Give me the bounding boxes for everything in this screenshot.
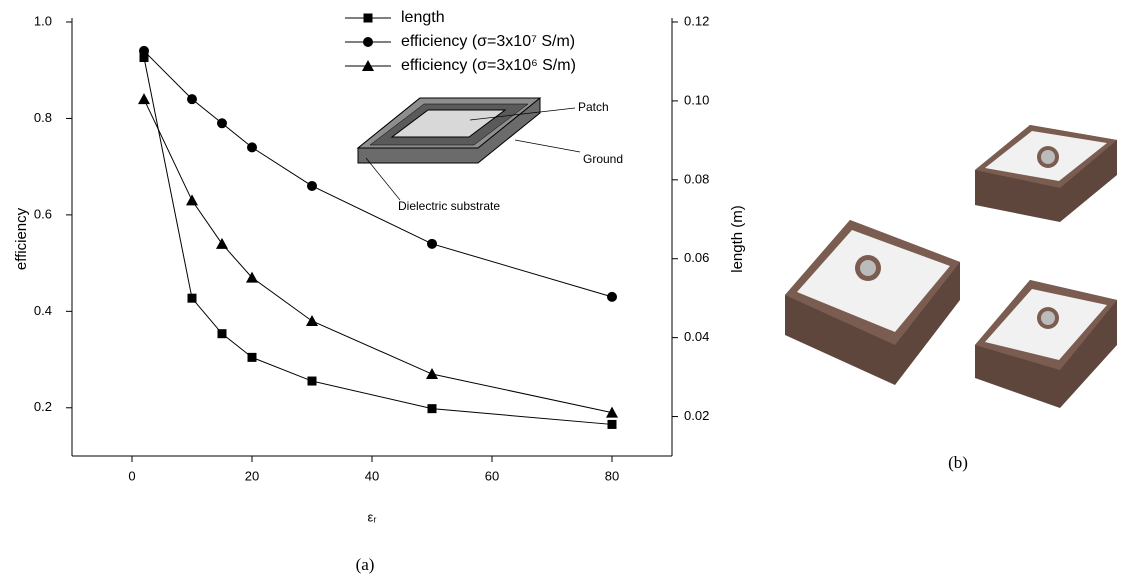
marker: [606, 406, 618, 418]
marker: [607, 291, 617, 302]
x-axis-label: εᵣ: [368, 509, 377, 524]
x-tick-label: 40: [365, 468, 379, 483]
caption: (a): [356, 555, 375, 574]
antenna: [975, 280, 1117, 408]
y-tick-label: 0.4: [34, 303, 52, 318]
marker: [362, 60, 374, 71]
marker: [186, 194, 198, 206]
series-line: [143, 50, 613, 298]
marker: [139, 45, 149, 56]
y-axis-label: efficiency: [13, 207, 30, 270]
marker: [217, 329, 227, 339]
inset-diagram: [356, 97, 581, 201]
y2-axis-label: length (m): [729, 205, 746, 273]
y2-tick-label: 0.10: [684, 92, 709, 107]
marker: [307, 180, 317, 191]
marker: [216, 237, 228, 249]
y2-tick-label: 0.02: [684, 408, 709, 423]
marker: [247, 352, 257, 362]
y2-tick-label: 0.06: [684, 250, 709, 265]
x-tick-label: 0: [128, 468, 135, 483]
legend-label: length: [401, 9, 445, 26]
annotation: Patch: [578, 100, 609, 114]
legend-label: efficiency (σ=3x10⁷ S/m): [401, 33, 575, 50]
antenna: [785, 220, 960, 385]
marker: [427, 404, 437, 414]
y2-tick-label: 0.04: [684, 329, 709, 344]
series-line: [143, 57, 613, 425]
marker: [426, 368, 438, 380]
marker: [306, 314, 318, 326]
antenna: [975, 125, 1117, 222]
marker: [138, 93, 150, 105]
marker: [187, 293, 197, 303]
marker: [247, 142, 257, 153]
marker: [217, 118, 227, 129]
caption: (b): [948, 453, 968, 472]
x-tick-label: 20: [245, 468, 259, 483]
annotation: Dielectric substrate: [398, 199, 500, 213]
marker: [427, 238, 437, 249]
marker: [607, 419, 617, 429]
marker: [187, 94, 197, 105]
y-tick-label: 0.6: [34, 206, 52, 221]
legend-label: efficiency (σ=3x10⁶ S/m): [401, 57, 576, 74]
y2-tick-label: 0.12: [684, 13, 709, 28]
marker: [307, 376, 317, 386]
y-tick-label: 0.8: [34, 110, 52, 125]
x-tick-label: 80: [605, 468, 619, 483]
marker: [246, 271, 258, 283]
marker: [139, 53, 149, 63]
marker: [363, 13, 373, 23]
y-tick-label: 1.0: [34, 13, 52, 28]
annotation: Ground: [583, 152, 623, 166]
y2-tick-label: 0.08: [684, 171, 709, 186]
marker: [363, 37, 373, 47]
x-tick-label: 60: [485, 468, 499, 483]
y-tick-label: 0.2: [34, 399, 52, 414]
antenna-photo: [785, 125, 1117, 408]
